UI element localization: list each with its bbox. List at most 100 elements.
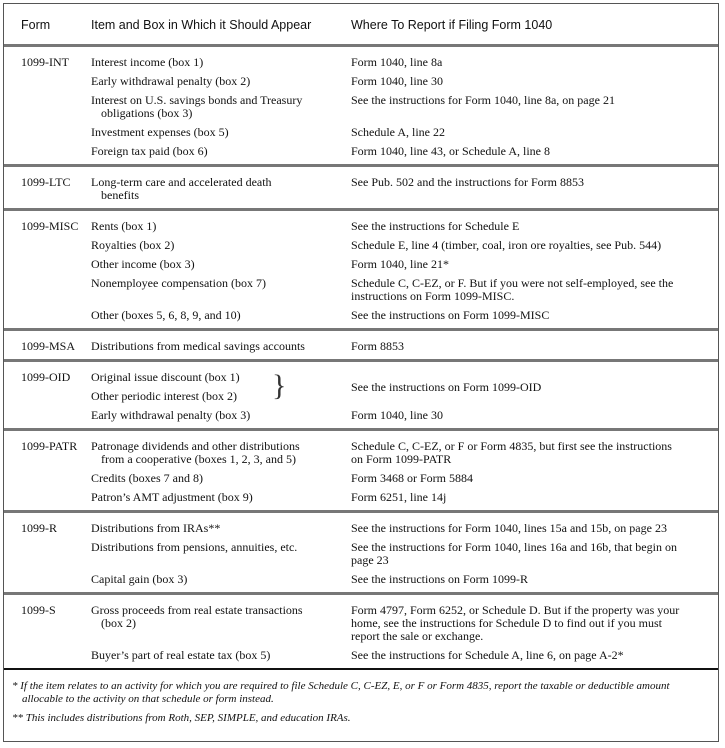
form-name: 1099-R: [21, 521, 57, 535]
item-text: Patron’s AMT adjustment (box 9): [91, 490, 253, 504]
item-cell: Buyer’s part of real estate tax (box 5): [91, 649, 351, 662]
where-text: See the instructions on Form 1099-OID: [351, 380, 542, 394]
where-text: Form 1040, line 43, or Schedule A, line …: [351, 144, 550, 158]
table-row: Distributions from IRAs** See the instruc…: [4, 522, 718, 535]
item-text: Credits (boxes 7 and 8): [91, 471, 203, 485]
item-cell: Patron’s AMT adjustment (box 9): [91, 491, 351, 504]
form-group: 1099-LTC Long-term care and accelerated d…: [4, 167, 718, 211]
where-text: page 23: [351, 553, 389, 567]
form-name: 1099-MISC: [21, 219, 79, 233]
where-text: Form 3468 or Form 5884: [351, 471, 474, 485]
form-group: 1099-OID Original issue discount (box 1) O…: [4, 362, 718, 431]
where-text: See the instructions for Schedule E: [351, 219, 520, 233]
where-cell: Form 4797, Form 6252, or Schedule D. But…: [351, 604, 718, 643]
where-cell: Form 6251, line 14j: [351, 491, 718, 504]
table-row: Rents (box 1) See the instructions for Sc…: [4, 220, 718, 233]
item-cell: Distributions from pensions, annuities, …: [91, 541, 351, 554]
item-cell: Long-term care and accelerated death bene…: [91, 176, 351, 202]
table-row: Interest income (box 1) Form 1040, line 8…: [4, 56, 718, 69]
where-cell: Form 8853: [351, 340, 718, 353]
footnote: ** This includes distributions from Roth…: [12, 712, 351, 724]
table-row: Buyer’s part of real estate tax (box 5) S…: [4, 649, 718, 662]
form-group: 1099-INT Interest income (box 1) Form 1040…: [4, 47, 718, 167]
item-cell: Investment expenses (box 5): [91, 126, 351, 139]
where-cell: See the instructions on Form 1099-R: [351, 573, 718, 586]
item-text: Other (boxes 5, 6, 8, 9, and 10): [91, 308, 241, 322]
footnotes: * If the item relates to an activity for…: [4, 680, 718, 725]
where-cell: Form 1040, line 8a: [351, 56, 718, 69]
where-text: home, see the instructions for Schedule …: [351, 616, 662, 630]
item-text: Nonemployee compensation (box 7): [91, 276, 266, 290]
item-text: Buyer’s part of real estate tax (box 5): [91, 648, 271, 662]
where-text: instructions on Form 1099-MISC.: [351, 289, 515, 303]
where-text: See the instructions on Form 1099-MISC: [351, 308, 550, 322]
where-cell: See Pub. 502 and the instructions for Fo…: [351, 176, 718, 189]
footnote: * If the item relates to an activity for…: [12, 680, 670, 705]
item-text: Foreign tax paid (box 6): [91, 144, 208, 158]
item-text: Rents (box 1): [91, 219, 157, 233]
item-text: benefits: [101, 188, 139, 202]
item-cell: Patronage dividends and other distributi…: [91, 440, 351, 466]
form-name: 1099-OID: [21, 370, 71, 384]
item-text: obligations (box 3): [101, 106, 193, 120]
where-text: See the instructions for Schedule A, lin…: [351, 648, 624, 662]
item-text: Royalties (box 2): [91, 238, 175, 252]
item-text: Early withdrawal penalty (box 2): [91, 74, 251, 88]
where-text: Schedule E, line 4 (timber, coal, iron o…: [351, 238, 662, 252]
where-text: Form 1040, line 30: [351, 408, 443, 422]
table-row: Early withdrawal penalty (box 2) Form 104…: [4, 75, 718, 88]
where-text: See the instructions for Form 1040, line…: [351, 93, 615, 107]
item-cell: Capital gain (box 3): [91, 573, 351, 586]
where-cell: See the instructions for Form 1040, line…: [351, 94, 718, 107]
brace-icon: }: [272, 369, 287, 402]
where-cell: Schedule E, line 4 (timber, coal, iron o…: [351, 239, 718, 252]
where-text: See the instructions on Form 1099-R: [351, 572, 528, 586]
item-cell: Other (boxes 5, 6, 8, 9, and 10): [91, 309, 351, 322]
item-text: Long-term care and accelerated death: [91, 175, 272, 189]
item-cell: Interest income (box 1): [91, 56, 351, 69]
table-row: Other (boxes 5, 6, 8, 9, and 10) See the …: [4, 309, 718, 322]
table-row: Interest on U.S. savings bonds and Treas…: [4, 94, 718, 120]
form-group: 1099-MISC Rents (box 1) See the instructio…: [4, 211, 718, 331]
where-cell: Form 1040, line 21*: [351, 258, 718, 271]
item-cell: Other income (box 3): [91, 258, 351, 271]
item-text: (box 2): [101, 616, 136, 630]
table-row: Long-term care and accelerated death bene…: [4, 176, 718, 202]
form-1099-table: Form Item and Box in Which it Should App…: [3, 3, 719, 742]
where-text: on Form 1099-PATR: [351, 452, 452, 466]
item-text: Distributions from medical savings accou…: [91, 339, 305, 353]
where-cell: Form 1040, line 30: [351, 75, 718, 88]
item-text: Other periodic interest (box 2): [91, 389, 237, 403]
item-text: Early withdrawal penalty (box 3): [91, 408, 251, 422]
item-cell: Rents (box 1): [91, 220, 351, 233]
item-text: Capital gain (box 3): [91, 572, 188, 586]
table-row: Distributions from pensions, annuities, …: [4, 541, 718, 567]
header-where: Where To Report if Filing Form 1040: [351, 18, 553, 32]
table-row: Nonemployee compensation (box 7) Schedule…: [4, 277, 718, 303]
where-cell: Form 1040, line 43, or Schedule A, line …: [351, 145, 718, 158]
where-text: See the instructions for Form 1040, line…: [351, 540, 677, 554]
item-cell: Early withdrawal penalty (box 3): [91, 409, 351, 422]
form-group: 1099-PATR Patronage dividends and other d…: [4, 431, 718, 513]
item-text: Patronage dividends and other distributi…: [91, 439, 300, 453]
where-cell: Schedule C, C-EZ, or F or Form 4835, but…: [351, 440, 718, 466]
where-text: See Pub. 502 and the instructions for Fo…: [351, 175, 584, 189]
item-cell: Interest on U.S. savings bonds and Treas…: [91, 94, 351, 120]
where-text: Form 1040, line 21*: [351, 257, 449, 271]
table-row: Original issue discount (box 1) Other per…: [4, 371, 718, 403]
where-cell: Schedule C, C-EZ, or F. But if you were …: [351, 277, 718, 303]
table-row: Capital gain (box 3) See the instructions…: [4, 573, 718, 586]
item-cell: Early withdrawal penalty (box 2): [91, 75, 351, 88]
where-text: Form 1040, line 8a: [351, 55, 443, 69]
table-row: Royalties (box 2) Schedule E, line 4 (tim…: [4, 239, 718, 252]
form-name: 1099-S: [21, 603, 56, 617]
where-text: Schedule C, C-EZ, or F or Form 4835, but…: [351, 439, 672, 453]
table-row: Gross proceeds from real estate transact…: [4, 604, 718, 643]
table-row: Foreign tax paid (box 6) Form 1040, line …: [4, 145, 718, 158]
table-row: Credits (boxes 7 and 8) Form 3468 or Form…: [4, 472, 718, 485]
form-group: 1099-R Distributions from IRAs** See the i…: [4, 513, 718, 595]
form-group: 1099-MSA Distributions from medical savin…: [4, 331, 718, 362]
item-text: Interest on U.S. savings bonds and Treas…: [91, 93, 303, 107]
header-form: Form: [21, 18, 51, 32]
where-text: See the instructions for Form 1040, line…: [351, 521, 667, 535]
